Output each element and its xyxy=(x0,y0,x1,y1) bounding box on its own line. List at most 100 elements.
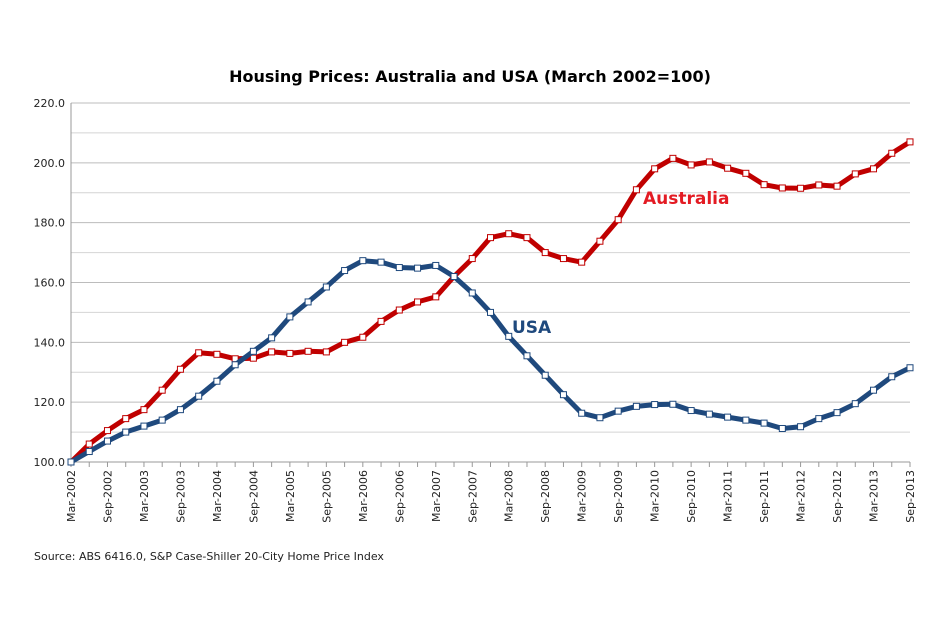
data-point-usa xyxy=(158,416,166,424)
data-point-usa xyxy=(505,332,513,340)
data-point-usa xyxy=(286,313,294,321)
y-tick-label: 100.0 xyxy=(34,456,66,469)
data-point-australia xyxy=(505,230,513,238)
data-point-usa xyxy=(705,410,713,418)
data-point-australia xyxy=(468,255,476,263)
x-tick-label: Mar-2008 xyxy=(503,470,516,522)
data-point-usa xyxy=(797,423,805,431)
x-tick-label: Mar-2009 xyxy=(576,470,589,522)
data-point-australia xyxy=(851,170,859,178)
y-tick-label: 180.0 xyxy=(34,217,66,230)
x-tick-label: Mar-2005 xyxy=(284,470,297,522)
data-point-australia xyxy=(870,165,878,173)
data-point-usa xyxy=(559,391,567,399)
data-point-australia xyxy=(487,234,494,242)
data-point-usa xyxy=(268,334,276,342)
data-point-australia xyxy=(140,406,148,414)
data-point-australia xyxy=(888,149,896,157)
data-point-usa xyxy=(395,264,403,272)
data-point-australia xyxy=(304,347,312,355)
data-point-australia xyxy=(760,181,768,189)
data-point-usa xyxy=(231,361,239,369)
data-point-australia xyxy=(213,350,221,358)
data-point-australia xyxy=(578,258,586,266)
data-point-australia xyxy=(687,161,695,169)
data-point-australia xyxy=(541,249,549,257)
data-point-australia xyxy=(122,415,130,423)
data-point-usa xyxy=(870,386,878,394)
data-point-usa xyxy=(833,409,841,417)
x-tick-label: Mar-2006 xyxy=(357,470,370,522)
data-point-usa xyxy=(851,400,859,408)
data-point-usa xyxy=(67,458,75,466)
annotation-usa: USA xyxy=(512,318,552,338)
data-point-australia xyxy=(249,354,257,362)
data-point-usa xyxy=(432,261,440,269)
x-tick-label: Mar-2002 xyxy=(65,470,78,522)
data-point-usa xyxy=(724,413,732,421)
data-point-australia xyxy=(523,234,531,242)
data-point-australia xyxy=(596,237,604,245)
x-tick-label: Sep-2006 xyxy=(393,470,406,523)
x-tick-label: Mar-2012 xyxy=(795,470,808,522)
data-point-australia xyxy=(705,158,713,166)
data-point-australia xyxy=(815,181,823,189)
data-point-australia xyxy=(286,349,294,357)
data-point-usa xyxy=(414,264,422,272)
source-note: Source: ABS 6416.0, S&P Case-Shiller 20-… xyxy=(34,550,384,563)
data-point-usa xyxy=(541,371,549,379)
data-point-usa xyxy=(815,415,823,423)
data-point-australia xyxy=(906,138,914,146)
data-point-usa xyxy=(487,308,494,316)
y-tick-label: 220.0 xyxy=(34,97,66,110)
y-tick-label: 140.0 xyxy=(34,336,66,349)
y-tick-label: 120.0 xyxy=(34,396,66,409)
data-point-usa xyxy=(778,424,786,432)
data-point-usa xyxy=(213,377,221,385)
x-tick-label: Sep-2009 xyxy=(612,470,625,523)
data-point-australia xyxy=(195,349,203,357)
data-point-usa xyxy=(140,422,148,430)
data-point-usa xyxy=(614,407,622,415)
data-point-australia xyxy=(395,306,403,314)
x-tick-label: Sep-2011 xyxy=(758,470,771,523)
x-tick-label: Sep-2005 xyxy=(320,470,333,523)
data-point-usa xyxy=(596,414,604,422)
data-point-usa xyxy=(906,364,914,372)
x-tick-label: Sep-2003 xyxy=(174,470,187,523)
data-point-usa xyxy=(122,428,130,436)
data-point-usa xyxy=(578,409,586,417)
data-point-australia xyxy=(833,182,841,190)
chart-title: Housing Prices: Australia and USA (March… xyxy=(229,67,711,86)
data-point-australia xyxy=(632,186,640,194)
y-tick-label: 200.0 xyxy=(34,157,66,170)
x-tick-label: Sep-2004 xyxy=(247,470,260,523)
data-point-usa xyxy=(651,401,659,409)
data-point-usa xyxy=(687,407,695,415)
x-tick-label: Mar-2010 xyxy=(649,470,662,522)
data-point-australia xyxy=(559,255,567,263)
x-tick-label: Mar-2003 xyxy=(138,470,151,522)
data-point-usa xyxy=(377,258,385,266)
data-point-australia xyxy=(85,440,93,448)
data-point-usa xyxy=(468,289,476,297)
data-point-australia xyxy=(158,386,166,394)
x-tick-label: Sep-2012 xyxy=(831,470,844,523)
data-point-australia xyxy=(651,165,659,173)
data-point-usa xyxy=(632,402,640,410)
data-point-usa xyxy=(176,406,184,414)
data-point-australia xyxy=(268,348,276,356)
data-point-usa xyxy=(195,392,203,400)
x-tick-label: Mar-2013 xyxy=(868,470,881,522)
data-point-australia xyxy=(432,293,440,301)
data-point-australia xyxy=(322,348,330,356)
data-point-australia xyxy=(797,184,805,192)
data-point-usa xyxy=(669,400,677,408)
data-point-australia xyxy=(341,338,349,346)
data-point-australia xyxy=(778,184,786,192)
data-point-usa xyxy=(103,437,111,445)
x-tick-label: Sep-2010 xyxy=(685,470,698,523)
data-point-australia xyxy=(614,216,622,224)
y-tick-label: 160.0 xyxy=(34,277,66,290)
